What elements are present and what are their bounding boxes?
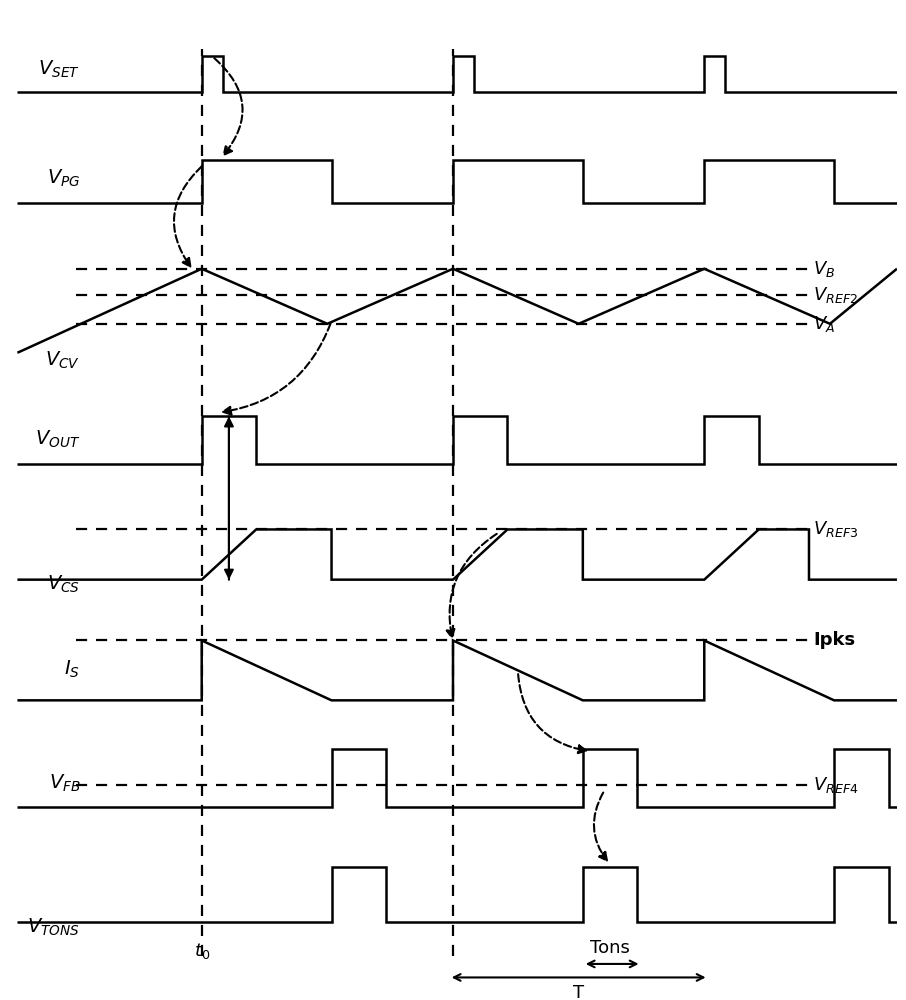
Text: $V_{SET}$: $V_{SET}$: [38, 59, 81, 80]
Text: $t_0$: $t_0$: [194, 941, 210, 961]
Text: $V_{FB}$: $V_{FB}$: [49, 773, 81, 794]
Text: $V_{TONS}$: $V_{TONS}$: [27, 917, 81, 938]
Text: $I_{S}$: $I_{S}$: [64, 658, 81, 680]
Text: $V_A$: $V_A$: [814, 314, 835, 334]
Text: $V_{CV}$: $V_{CV}$: [45, 350, 81, 371]
Text: T: T: [573, 984, 584, 1000]
Text: $V_{REF3}$: $V_{REF3}$: [814, 519, 858, 539]
Text: $V_{REF4}$: $V_{REF4}$: [814, 775, 859, 795]
Text: Ipks: Ipks: [814, 631, 855, 649]
Text: Tons: Tons: [590, 939, 630, 957]
Text: $V_{REF2}$: $V_{REF2}$: [814, 285, 858, 305]
Text: $V_{PG}$: $V_{PG}$: [47, 168, 81, 189]
Text: $V_{OUT}$: $V_{OUT}$: [35, 429, 81, 450]
Text: $V_B$: $V_B$: [814, 259, 835, 279]
Text: $V_{CS}$: $V_{CS}$: [47, 574, 81, 595]
